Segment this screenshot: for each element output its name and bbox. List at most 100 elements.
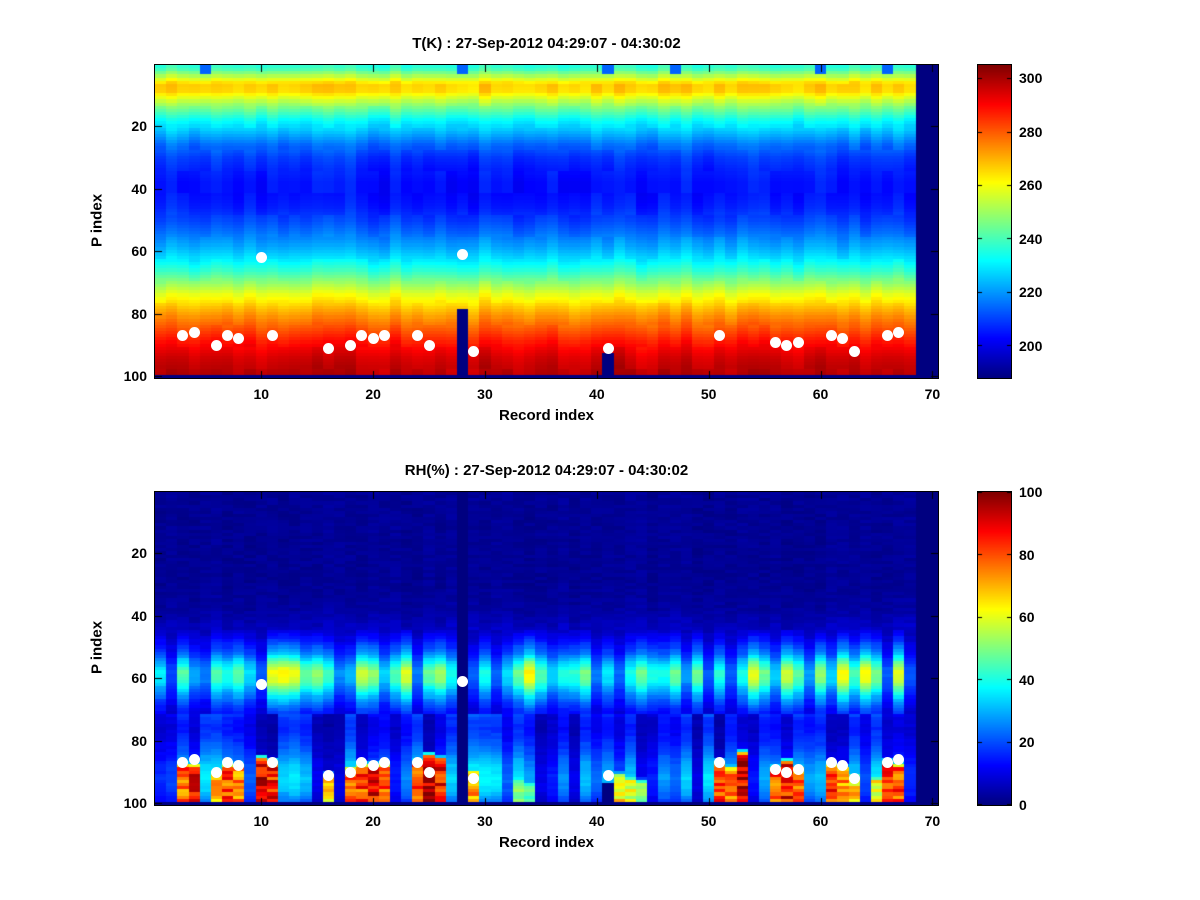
colorbar-tick-label: 60	[1019, 609, 1035, 626]
data-point-marker	[848, 772, 860, 784]
colorbar-tick-label: 260	[1019, 177, 1043, 194]
y-tick-label: 100	[123, 368, 147, 385]
data-point-marker	[468, 772, 480, 784]
colorbar-tick-label: 200	[1019, 337, 1043, 354]
x-tick-label: 10	[253, 386, 270, 402]
data-point-marker	[882, 330, 894, 342]
data-point-marker	[781, 339, 793, 351]
x-axis-label: Record index	[498, 407, 595, 424]
data-point-marker	[770, 763, 782, 775]
data-point-marker	[602, 342, 614, 354]
x-tick-label: 50	[700, 813, 717, 829]
y-tick-label: 40	[131, 607, 147, 624]
x-tick-label: 60	[812, 813, 829, 829]
data-point-marker	[893, 327, 905, 339]
data-point-marker	[378, 757, 390, 769]
data-point-marker	[255, 251, 267, 263]
data-point-marker	[188, 754, 200, 766]
chart-title: T(K) : 27-Sep-2012 04:29:07 - 04:30:02	[412, 35, 681, 52]
colorbar-tick-label: 80	[1019, 546, 1035, 563]
colorbar-tick-label: 280	[1019, 123, 1043, 140]
colorbar-tick-label: 40	[1019, 671, 1035, 688]
data-point-marker	[222, 757, 234, 769]
colorbar-tick-label: 100	[1019, 484, 1043, 500]
x-tick-label: 50	[700, 386, 717, 402]
data-point-marker	[837, 760, 849, 772]
data-point-marker	[356, 757, 368, 769]
data-point-marker	[714, 330, 726, 342]
data-point-marker	[792, 336, 804, 348]
temperature-heatmap-canvas	[155, 65, 938, 378]
data-point-marker	[266, 757, 278, 769]
y-tick-label: 100	[123, 795, 147, 812]
humidity-heatmap-canvas	[155, 492, 938, 805]
data-point-marker	[826, 330, 838, 342]
y-tick-label: 60	[131, 243, 147, 260]
data-point-marker	[837, 333, 849, 345]
y-tick-label: 20	[131, 118, 147, 135]
x-tick-label: 70	[924, 813, 941, 829]
data-point-marker	[412, 757, 424, 769]
colorbar-tick-label: 240	[1019, 230, 1043, 247]
y-tick-label: 40	[131, 180, 147, 197]
temperature-heatmap	[154, 64, 939, 379]
data-point-marker	[423, 339, 435, 351]
data-point-marker	[177, 757, 189, 769]
y-tick-label: 60	[131, 670, 147, 687]
y-axis-label: P index	[88, 193, 106, 247]
data-point-marker	[848, 345, 860, 357]
temperature-colorbar	[977, 64, 1012, 379]
data-point-marker	[233, 333, 245, 345]
temperature-colorbar-canvas	[978, 65, 1011, 378]
data-point-marker	[322, 769, 334, 781]
colorbar-tick-label: 0	[1019, 797, 1027, 813]
x-tick-label: 40	[589, 386, 605, 402]
data-point-marker	[345, 766, 357, 778]
data-point-marker	[602, 769, 614, 781]
x-tick-label: 60	[812, 386, 829, 402]
data-point-marker	[211, 339, 223, 351]
x-tick-label: 40	[589, 813, 605, 829]
data-point-marker	[826, 757, 838, 769]
data-point-marker	[468, 345, 480, 357]
x-tick-label: 70	[924, 386, 941, 402]
data-point-marker	[367, 333, 379, 345]
y-tick-label: 20	[131, 545, 147, 562]
data-point-marker	[412, 330, 424, 342]
x-tick-label: 20	[365, 386, 381, 402]
data-point-marker	[222, 330, 234, 342]
data-point-marker	[457, 248, 469, 260]
data-point-marker	[378, 330, 390, 342]
chart-title: RH(%) : 27-Sep-2012 04:29:07 - 04:30:02	[404, 462, 689, 479]
colorbar-tick-label: 20	[1019, 734, 1035, 751]
data-point-marker	[457, 675, 469, 687]
x-tick-label: 20	[365, 813, 381, 829]
data-point-marker	[188, 327, 200, 339]
data-point-marker	[714, 757, 726, 769]
y-axis-label: P index	[88, 620, 106, 674]
y-tick-label: 80	[131, 732, 147, 749]
x-tick-label: 10	[253, 813, 270, 829]
data-point-marker	[233, 760, 245, 772]
data-point-marker	[893, 754, 905, 766]
data-point-marker	[423, 766, 435, 778]
data-point-marker	[356, 330, 368, 342]
x-axis-label: Record index	[498, 834, 595, 851]
humidity-heatmap	[154, 491, 939, 806]
colorbar-tick-label: 220	[1019, 284, 1043, 301]
data-point-marker	[266, 330, 278, 342]
data-point-marker	[255, 678, 267, 690]
x-tick-label: 30	[477, 386, 493, 402]
data-point-marker	[781, 766, 793, 778]
humidity-colorbar	[977, 491, 1012, 806]
humidity-colorbar-canvas	[978, 492, 1011, 805]
data-point-marker	[367, 760, 379, 772]
data-point-marker	[322, 342, 334, 354]
x-tick-label: 30	[477, 813, 493, 829]
data-point-marker	[211, 766, 223, 778]
colorbar-tick-label: 300	[1019, 70, 1043, 87]
data-point-marker	[882, 757, 894, 769]
data-point-marker	[792, 763, 804, 775]
data-point-marker	[770, 336, 782, 348]
